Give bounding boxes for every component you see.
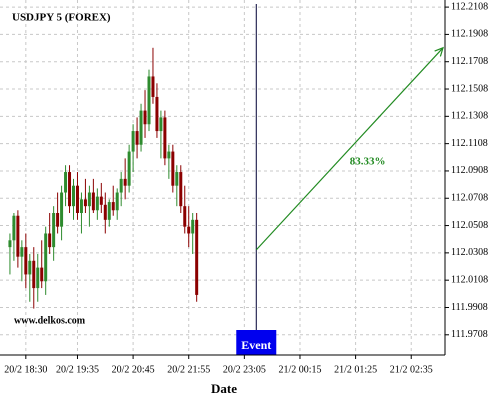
candle-body: [68, 172, 72, 207]
x-tick-label: 21/2 01:25: [334, 364, 377, 375]
y-tick-label: 112.0708: [451, 193, 488, 204]
candle-body: [123, 178, 127, 186]
projection-arrow: [255, 47, 444, 251]
candle-body: [24, 247, 28, 275]
candle-body: [151, 76, 155, 97]
x-tick-label: 20/2 20:45: [112, 364, 155, 375]
y-tick-label: 112.1908: [451, 29, 488, 40]
candle-body: [83, 199, 87, 207]
candle-body: [48, 233, 52, 248]
candle-body: [191, 219, 195, 234]
chart-title: USDJPY 5 (FOREX): [12, 12, 111, 24]
candle-body: [12, 215, 16, 241]
candle-body: [91, 192, 95, 211]
candle-body: [187, 226, 191, 234]
y-tick-label: 112.2108: [451, 1, 488, 12]
candle-body: [135, 131, 139, 145]
x-axis-title: Date: [211, 381, 237, 396]
y-tick-label: 111.9708: [451, 329, 488, 340]
x-tick-label: 20/2 23:05: [223, 364, 266, 375]
candle-body: [127, 151, 131, 186]
candle-body: [183, 206, 187, 227]
candle-body: [179, 172, 183, 207]
candle-body: [139, 110, 143, 145]
x-tick-label: 20/2 21:55: [167, 364, 210, 375]
candle-body: [103, 204, 107, 220]
arrow-head: [434, 46, 444, 57]
candle-body: [167, 151, 171, 159]
candle-body: [95, 196, 99, 211]
y-tick-label: 112.0108: [451, 274, 488, 285]
candle-body: [72, 185, 76, 207]
candle-body: [52, 213, 56, 248]
y-tick-label: 112.1108: [451, 138, 488, 149]
event-label: Event: [241, 338, 271, 352]
y-tick-label: 112.1308: [451, 111, 488, 122]
candle-body: [28, 260, 32, 275]
candle-body: [119, 178, 123, 193]
y-tick-label: 112.1708: [451, 56, 488, 67]
candle-body: [99, 196, 103, 205]
candle-body: [20, 247, 24, 257]
x-tick-label: 21/2 00:15: [278, 364, 321, 375]
projection-label: 83.33%: [350, 155, 386, 167]
candle-body: [60, 192, 64, 227]
x-tick-label: 21/2 02:35: [390, 364, 433, 375]
y-tick-label: 112.0908: [451, 165, 488, 176]
candle-body: [40, 267, 44, 282]
candle-body: [56, 213, 60, 227]
candle-body: [87, 192, 91, 207]
candle-body: [195, 219, 199, 295]
candle-body: [163, 117, 167, 159]
x-tick-label: 20/2 19:35: [56, 364, 99, 375]
candle-body: [16, 215, 20, 257]
grid: [0, 0, 445, 355]
candle-body: [143, 110, 147, 125]
candle-body: [64, 172, 68, 193]
candle-body: [107, 202, 111, 220]
candle-body: [155, 96, 159, 132]
x-tick-label: 20/2 18:30: [4, 364, 47, 375]
candle-body: [131, 131, 135, 152]
candle-body: [171, 151, 175, 186]
candle-body: [147, 76, 151, 125]
candle-body: [79, 199, 83, 213]
y-tick-label: 111.9908: [451, 302, 488, 313]
y-tick-label: 112.0308: [451, 247, 488, 258]
candle-body: [44, 233, 48, 282]
y-tick-label: 112.0508: [451, 220, 488, 231]
candle-body: [175, 172, 179, 186]
event-box: [236, 330, 277, 355]
candle-body: [8, 240, 12, 248]
candle-body: [111, 202, 115, 211]
y-tick-label: 112.1508: [451, 83, 488, 94]
marks: [8, 4, 444, 355]
candle-body: [115, 192, 119, 211]
candle-body: [32, 260, 36, 289]
candle-body: [36, 267, 40, 289]
candle-body: [159, 117, 163, 132]
watermark: www.delkos.com: [14, 315, 86, 326]
candle-body: [75, 185, 79, 213]
